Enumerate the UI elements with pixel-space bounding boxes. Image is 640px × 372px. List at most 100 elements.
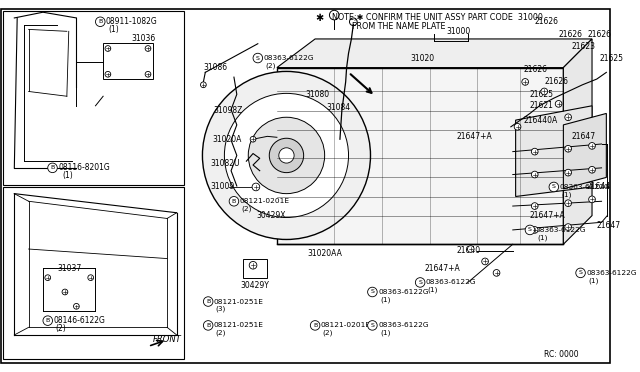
Circle shape xyxy=(493,270,500,276)
Text: 31000: 31000 xyxy=(447,27,471,36)
Circle shape xyxy=(541,88,548,95)
Text: 21647+A: 21647+A xyxy=(456,132,492,141)
Circle shape xyxy=(48,163,58,173)
Text: 08121-0251E: 08121-0251E xyxy=(214,299,264,305)
Circle shape xyxy=(367,321,377,330)
Circle shape xyxy=(349,18,357,26)
Circle shape xyxy=(252,183,260,191)
Circle shape xyxy=(531,171,538,178)
Circle shape xyxy=(565,200,572,206)
Text: 08363-6122G: 08363-6122G xyxy=(536,227,586,233)
Text: (3): (3) xyxy=(216,306,226,312)
Text: 31098Z: 31098Z xyxy=(213,106,243,115)
Circle shape xyxy=(310,321,320,330)
Text: FROM THE NAME PLATE: FROM THE NAME PLATE xyxy=(332,22,446,31)
Circle shape xyxy=(556,100,562,107)
Text: S: S xyxy=(371,289,374,295)
Text: 216440A: 216440A xyxy=(524,116,557,125)
Text: 08121-0201E: 08121-0201E xyxy=(239,198,290,204)
Text: S: S xyxy=(371,323,374,328)
Text: (1): (1) xyxy=(380,330,390,336)
Circle shape xyxy=(229,196,239,206)
Text: (2): (2) xyxy=(266,62,276,69)
Circle shape xyxy=(145,46,151,51)
Text: 31009: 31009 xyxy=(210,182,234,192)
Circle shape xyxy=(204,321,213,330)
Text: B: B xyxy=(206,299,211,304)
Circle shape xyxy=(367,287,377,297)
Polygon shape xyxy=(563,113,606,189)
Text: 31082U: 31082U xyxy=(210,158,239,167)
Text: B: B xyxy=(45,318,50,323)
Circle shape xyxy=(145,71,151,77)
Circle shape xyxy=(589,196,595,203)
Circle shape xyxy=(565,169,572,176)
Text: 31086: 31086 xyxy=(204,63,227,72)
Text: 08121-0251E: 08121-0251E xyxy=(214,323,264,328)
Circle shape xyxy=(482,258,488,265)
Text: 08363-6122G: 08363-6122G xyxy=(264,55,314,61)
Circle shape xyxy=(45,275,51,280)
Text: S: S xyxy=(256,55,260,61)
Text: (1): (1) xyxy=(380,296,390,303)
Text: B: B xyxy=(98,19,102,24)
Circle shape xyxy=(467,246,474,252)
Circle shape xyxy=(531,148,538,155)
Text: (1): (1) xyxy=(561,191,572,198)
Circle shape xyxy=(248,117,324,194)
Text: FRONT: FRONT xyxy=(153,335,182,344)
Text: 21647: 21647 xyxy=(596,221,621,230)
Text: 21647+A: 21647+A xyxy=(425,264,461,273)
Bar xyxy=(3,11,184,185)
Text: 21647: 21647 xyxy=(571,132,595,141)
Text: 21647+A: 21647+A xyxy=(530,211,566,220)
Circle shape xyxy=(249,262,257,269)
Text: 21626: 21626 xyxy=(544,77,568,86)
Text: 21626: 21626 xyxy=(588,30,611,39)
Polygon shape xyxy=(243,259,268,278)
Circle shape xyxy=(522,78,529,85)
Circle shape xyxy=(95,17,105,26)
Text: B: B xyxy=(313,323,317,328)
Text: 21625: 21625 xyxy=(530,90,554,99)
Circle shape xyxy=(576,268,586,278)
Bar xyxy=(103,43,153,79)
Text: (1): (1) xyxy=(62,171,73,180)
Text: (1): (1) xyxy=(588,277,598,284)
Text: 08363-6122G: 08363-6122G xyxy=(586,270,637,276)
Circle shape xyxy=(549,182,559,192)
Circle shape xyxy=(269,138,303,173)
Text: S: S xyxy=(528,227,532,232)
Polygon shape xyxy=(516,106,592,196)
Text: 08363-6122G: 08363-6122G xyxy=(378,323,429,328)
Text: 08363-6122G: 08363-6122G xyxy=(426,279,476,285)
Text: 21623: 21623 xyxy=(571,42,595,51)
Text: 31080: 31080 xyxy=(305,90,330,99)
Text: ✱: ✱ xyxy=(315,13,323,23)
Circle shape xyxy=(202,71,371,240)
Circle shape xyxy=(105,46,111,51)
Circle shape xyxy=(253,53,262,63)
Text: 21640: 21640 xyxy=(456,246,481,256)
Polygon shape xyxy=(277,39,592,68)
Text: B: B xyxy=(206,323,211,328)
Text: B: B xyxy=(51,166,54,170)
Text: 31036: 31036 xyxy=(132,35,156,44)
Text: (2): (2) xyxy=(241,206,252,212)
Circle shape xyxy=(62,289,68,295)
Text: 21644: 21644 xyxy=(586,182,611,192)
Text: 31084: 31084 xyxy=(326,103,351,112)
Text: RC: 0000: RC: 0000 xyxy=(544,350,579,359)
Circle shape xyxy=(200,82,206,88)
Text: 08116-8201G: 08116-8201G xyxy=(58,163,110,172)
Text: 31020: 31020 xyxy=(411,54,435,62)
Circle shape xyxy=(525,225,535,235)
Text: (2): (2) xyxy=(323,330,333,336)
Text: 08121-0201E: 08121-0201E xyxy=(321,323,371,328)
Circle shape xyxy=(565,224,572,230)
Text: 21626: 21626 xyxy=(535,17,559,26)
Circle shape xyxy=(279,148,294,163)
Circle shape xyxy=(330,10,339,20)
Circle shape xyxy=(514,124,521,130)
Text: (1): (1) xyxy=(108,25,118,34)
